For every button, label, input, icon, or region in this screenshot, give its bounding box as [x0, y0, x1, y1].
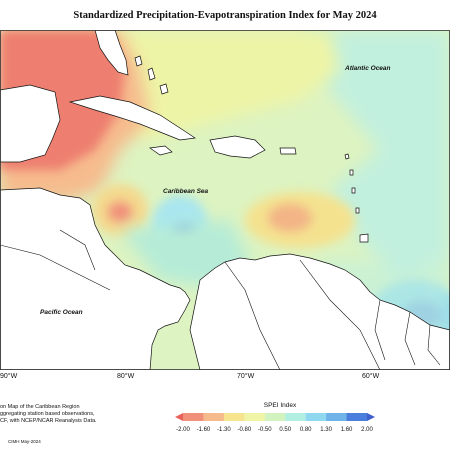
- legend-tick: 0.50: [279, 427, 292, 433]
- footer-note-line: CF, with NCEP/NCAR Reanalysis Data.: [0, 418, 97, 424]
- island-2: [349, 169, 354, 176]
- island-1: [344, 153, 350, 160]
- bahamas-3: [159, 83, 169, 95]
- legend-tick: 0.80: [299, 427, 312, 433]
- legend-tick: -2.00: [176, 427, 190, 433]
- legend-color-swatch: [367, 413, 375, 421]
- ocean-label-caribbean: Caribbean Sea: [163, 188, 209, 195]
- puerto-rico: [279, 147, 297, 155]
- legend-color-swatch: [223, 413, 245, 421]
- longitude-label-80w: 80°W: [117, 373, 135, 380]
- florida: [94, 30, 129, 76]
- south-america: [189, 253, 450, 370]
- legend-tick: -0.80: [237, 427, 252, 433]
- footer-credit: CIMH May-2024: [8, 439, 41, 444]
- island-4: [355, 207, 360, 214]
- spei-orange-honduras: [108, 202, 132, 222]
- legend-color-swatch: [183, 413, 204, 421]
- island-3: [351, 187, 356, 194]
- bahamas-1: [134, 55, 143, 67]
- footer-note: on Map of the Caribbean Region ggregatin…: [0, 404, 120, 425]
- map-title: Standardized Precipitation-Evapotranspir…: [73, 10, 377, 21]
- legend-tick: 2.00: [361, 427, 373, 433]
- bahamas-2: [147, 67, 156, 81]
- longitude-label-90w: 90°W: [0, 373, 18, 380]
- footer-note-line: ggregating station based observations,: [0, 411, 95, 417]
- yucatan: [0, 84, 61, 163]
- legend-color-swatch: [175, 413, 183, 421]
- legend-tick: -1.30: [217, 427, 231, 433]
- jamaica: [149, 145, 173, 156]
- spei-mint-east: [300, 30, 450, 280]
- footer-note-line: on Map of the Caribbean Region: [0, 404, 80, 410]
- country-borders: [0, 229, 441, 370]
- legend-tick: -1.60: [196, 427, 211, 433]
- hispaniola: [209, 135, 266, 159]
- spei-orange-venezuela: [268, 204, 312, 232]
- legend-title: SPEI Index: [263, 402, 297, 409]
- longitude-label-60w: 60°W: [362, 373, 380, 380]
- land-masses: [0, 30, 450, 370]
- legend-color-swatch: [285, 413, 306, 421]
- spei-map-canvas: Atlantic Ocean Caribbean Sea Pacific Oce…: [0, 30, 450, 370]
- legend-color-swatch: [244, 413, 266, 421]
- legend-color-swatch: [346, 413, 368, 421]
- central-america: [0, 187, 191, 370]
- cuba: [68, 95, 196, 141]
- legend-tick: 1.30: [320, 427, 332, 433]
- ocean-label-atlantic: Atlantic Ocean: [344, 65, 391, 72]
- legend-tick: -0.50: [257, 427, 272, 433]
- ocean-label-pacific: Pacific Ocean: [40, 309, 83, 316]
- legend-tick: 1.60: [340, 427, 353, 433]
- legend-colorbar: [175, 413, 375, 421]
- trinidad: [359, 233, 369, 243]
- legend-color-swatch: [203, 413, 225, 421]
- legend-color-swatch: [326, 413, 347, 421]
- legend-color-swatch: [305, 413, 327, 421]
- longitude-label-70w: 70°W: [237, 373, 255, 380]
- spei-map: Atlantic Ocean Caribbean Sea Pacific Oce…: [0, 30, 450, 370]
- legend-color-swatch: [264, 413, 286, 421]
